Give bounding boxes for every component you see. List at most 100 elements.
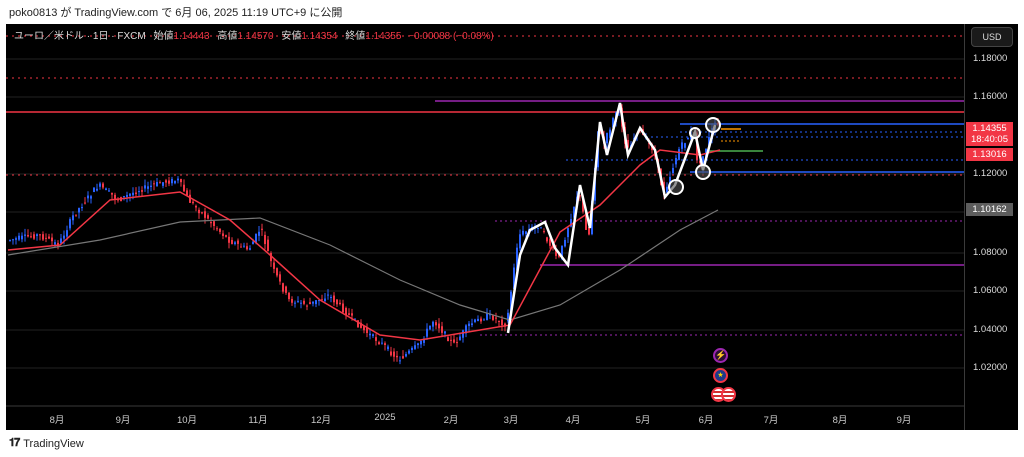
candle-body <box>234 242 236 245</box>
candle-body <box>501 319 503 326</box>
candle-body <box>78 208 80 213</box>
time-tick: 11月 <box>248 415 268 426</box>
time-tick: 8月 <box>49 415 65 426</box>
candle-body <box>378 342 380 344</box>
dividend-icon[interactable]: ⚡ <box>713 348 728 363</box>
candle-body <box>375 337 377 341</box>
candle-body <box>252 241 254 245</box>
candle-body <box>42 234 44 240</box>
candle-body <box>360 322 362 328</box>
candle-body <box>69 219 71 229</box>
price-chart[interactable] <box>6 24 964 430</box>
candle-body <box>612 118 614 128</box>
candle-body <box>24 234 26 236</box>
candle-body <box>540 227 542 229</box>
low-value: 1.14354 <box>301 31 338 42</box>
candle-body <box>348 313 350 315</box>
swing-marker <box>695 164 711 180</box>
candle-body <box>486 313 488 321</box>
candle-body <box>288 292 290 300</box>
candle-body <box>291 298 293 303</box>
candle-body <box>678 149 680 160</box>
candle-body <box>153 183 155 185</box>
candle-body <box>339 302 341 305</box>
candle-body <box>258 231 260 236</box>
candle-body <box>105 188 107 191</box>
chart-panel[interactable]: ⚡ ★ ユーロ／米ドル · 1日 · FXCM 始値1.14443 高値1.14… <box>6 24 1018 430</box>
candle-body <box>294 302 296 304</box>
candle-body <box>18 235 20 240</box>
candle-body <box>174 180 176 184</box>
swing-marker <box>668 179 684 195</box>
candle-body <box>150 185 152 187</box>
candle-body <box>219 228 221 232</box>
currency-button[interactable]: USD <box>971 27 1013 47</box>
candle-body <box>135 192 137 195</box>
publish-info: poko0813 が TradingView.com で 6月 06, 2025… <box>9 7 343 19</box>
candle-body <box>186 190 188 196</box>
candle-body <box>312 301 314 304</box>
candle-body <box>474 319 476 323</box>
eu-flag-icon[interactable]: ★ <box>713 368 728 383</box>
candle-body <box>702 156 704 169</box>
time-tick: 6月 <box>698 415 714 426</box>
candle-body <box>162 182 164 186</box>
candle-body <box>99 183 101 187</box>
candle-body <box>390 351 392 356</box>
candle-body <box>588 227 590 235</box>
candle-body <box>141 190 143 192</box>
candle-body <box>84 202 86 204</box>
grid <box>6 58 964 369</box>
candle-body <box>54 242 56 245</box>
candle-body <box>483 319 485 321</box>
candle-body <box>450 339 452 341</box>
candle-body <box>549 238 551 246</box>
candle-body <box>369 333 371 336</box>
time-tick: 2月 <box>443 415 459 426</box>
candle-body <box>300 302 302 304</box>
candle-body <box>108 190 110 192</box>
candle-body <box>66 230 68 237</box>
candle-body <box>132 192 134 196</box>
candle-body <box>579 195 581 197</box>
candle-body <box>513 267 515 290</box>
time-tick: 2025 <box>374 412 396 423</box>
candle-body <box>441 326 443 333</box>
candle-body <box>444 331 446 334</box>
candle-body <box>522 230 524 235</box>
candle-body <box>87 195 89 199</box>
candle-body <box>498 320 500 322</box>
candle-body <box>567 228 569 238</box>
candle-body <box>126 195 128 197</box>
price-axis[interactable]: USD 1.18000 1.16000 1.12000 1.08000 1.06… <box>964 24 1019 430</box>
us-flag-icon[interactable] <box>721 387 736 402</box>
time-tick: 9月 <box>115 415 131 426</box>
candle-body <box>387 346 389 350</box>
candle-body <box>558 254 560 257</box>
candle-body <box>405 354 407 357</box>
time-tick: 9月 <box>896 415 912 426</box>
candle-body <box>417 343 419 346</box>
candle-body <box>279 274 281 282</box>
candle-body <box>582 195 584 212</box>
symbol-name[interactable]: ユーロ／米ドル · 1日 · FXCM <box>14 31 146 42</box>
slow-moving-average <box>7 209 719 321</box>
candle-body <box>183 184 185 192</box>
candle-body <box>627 139 629 148</box>
candle-body <box>672 167 674 174</box>
candle-body <box>123 196 125 198</box>
candle-body <box>342 303 344 313</box>
candle-body <box>336 299 338 305</box>
candle-body <box>669 176 671 187</box>
candle-body <box>60 238 62 244</box>
open-value: 1.14443 <box>173 31 210 42</box>
price-tick: 1.04000 <box>973 324 1008 335</box>
candle-body <box>330 296 332 298</box>
candle-body <box>471 323 473 326</box>
price-tick: 1.16000 <box>973 91 1008 102</box>
last-price: 1.14355 <box>972 123 1007 134</box>
drawn-levels <box>6 35 964 336</box>
candle-body <box>168 180 170 184</box>
candle-body <box>699 160 701 164</box>
candle-body <box>216 228 218 230</box>
